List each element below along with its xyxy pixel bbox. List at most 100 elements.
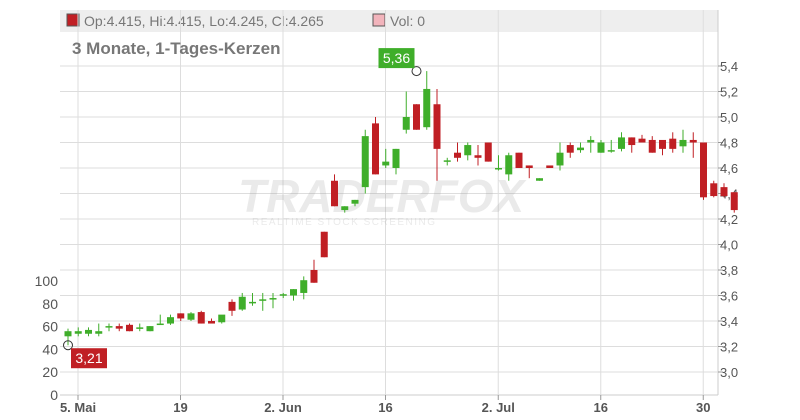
candle-down [372,123,379,175]
volume-readout: Vol: 0 [390,13,425,29]
date-tick-label: 5. Mai [60,400,96,415]
candle-down [710,183,718,197]
candle-down [515,152,523,168]
candle-up [269,298,277,300]
candle-up [341,206,349,211]
volume-tick-label: 100 [35,273,59,289]
candle-up [577,147,584,151]
candle-down [433,104,441,149]
candle-down [320,231,328,258]
candle-up [95,331,103,334]
volume-tick-label: 80 [42,296,58,312]
candle-down [638,138,646,143]
price-tick-label: 4,6 [720,161,738,176]
candle-up [597,142,605,153]
candle-up [402,117,410,130]
candle-up [443,160,451,162]
candle-up [136,327,144,329]
candle-up [85,329,92,334]
price-tick-label: 3,0 [720,365,738,380]
candle-up [505,155,513,175]
candle-down [115,326,123,329]
candle-up [259,299,267,301]
candle-up [167,317,174,324]
candle-down [413,104,420,130]
candle-down [700,142,707,198]
watermark-brand: TRADERFOX [238,170,527,222]
price-tick-label: 3,8 [720,263,738,278]
candle-down [197,312,205,324]
low-label-box [71,348,107,369]
candle-up [607,150,615,152]
candle-up [361,136,369,188]
candle-down [628,137,636,146]
date-tick-label: 2. Jul [482,400,515,415]
candle-down [648,139,656,153]
candle-down [669,138,677,149]
volume-tick-label: 60 [42,319,58,335]
volume-tick-label: 20 [42,364,58,380]
candle-up [146,326,154,332]
candle-down [566,145,574,153]
annotations: 5,36 3,21 [63,48,422,369]
high-label-text: 5,36 [383,50,410,66]
annotation-marker [63,340,73,351]
candle-up [300,280,308,293]
candle-down [177,313,185,319]
candle-down [331,180,338,207]
candle-down [546,165,554,168]
candle-down [310,270,318,283]
candle-up [392,148,400,168]
candle-up [556,152,564,166]
candles [64,71,738,346]
watermark-tagline: REALTIME STOCK SCREENING [252,217,437,228]
price-tick-label: 4,2 [720,212,738,227]
chart-subtitle: 3 Monate, 1-Tages-Kerzen [72,39,280,58]
candle-down [228,301,236,311]
candle-up [423,88,431,128]
volume-tick-label: 40 [42,341,58,357]
candle-up [156,323,164,326]
candle-up [74,331,82,334]
date-tick-label: 30 [696,400,710,415]
volume-axis: 0 20 40 60 80 100 [35,273,59,403]
candle-down [484,142,492,162]
chart-header-bar [60,10,718,32]
price-tick-label: 5,2 [720,85,738,100]
candle-down [474,155,482,158]
volume-legend-swatch [372,13,386,27]
price-axis: 3,03,23,43,63,84,04,24,44,64,85,05,25,4 [718,59,738,380]
candle-up [351,199,359,204]
candle-up [679,139,687,147]
candle-down [689,139,697,143]
volume-tick-label: 0 [50,387,58,403]
candle-up [105,326,113,328]
candle-up [64,331,72,337]
candle-up [464,145,472,156]
price-tick-label: 3,2 [720,340,738,355]
candle-up [238,296,246,310]
date-tick-label: 2. Jun [264,400,302,415]
candle-down [659,139,666,149]
price-tick-label: 3,6 [720,289,738,304]
candle-up [495,168,502,170]
candle-up [587,139,595,143]
candle-down [525,165,533,168]
ohlc-legend-swatch [66,13,80,27]
candle-down [730,192,738,211]
low-label-text: 3,21 [75,350,102,366]
date-tick-label: 16 [594,400,608,415]
candle-down [720,187,728,197]
candle-up [187,313,195,320]
candle-down [208,321,215,324]
price-tick-label: 3,4 [720,314,738,329]
annotation-marker [411,66,422,77]
price-tick-label: 5,0 [720,110,738,125]
high-label-box [378,48,415,69]
candle-up [290,289,297,296]
candle-down [454,152,461,158]
candle-up [618,137,625,149]
candle-up [218,314,226,323]
date-tick-label: 19 [173,400,187,415]
